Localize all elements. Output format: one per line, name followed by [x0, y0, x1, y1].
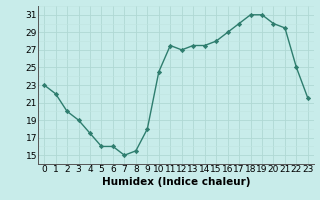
X-axis label: Humidex (Indice chaleur): Humidex (Indice chaleur) — [102, 177, 250, 187]
